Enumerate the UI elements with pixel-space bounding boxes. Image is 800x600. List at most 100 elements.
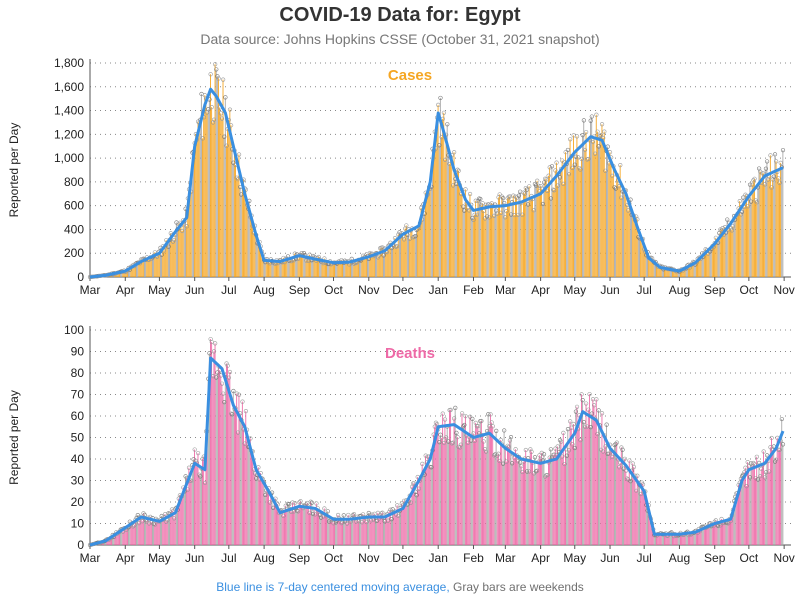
- daily-bar: [491, 422, 493, 545]
- daily-bar: [636, 219, 638, 277]
- daily-bar: [554, 170, 556, 277]
- daily-marker: [612, 185, 617, 190]
- daily-bar: [751, 465, 753, 545]
- daily-bar: [474, 214, 475, 277]
- daily-marker: [511, 193, 516, 198]
- daily-bar: [357, 259, 359, 277]
- daily-bar: [486, 216, 488, 277]
- daily-bar: [381, 512, 383, 545]
- daily-marker: [628, 479, 633, 484]
- daily-bar: [363, 257, 365, 277]
- daily-marker: [596, 408, 601, 413]
- daily-bar: [223, 136, 225, 277]
- daily-bar: [593, 405, 595, 545]
- daily-bar: [528, 471, 530, 545]
- daily-bar: [669, 269, 671, 277]
- daily-bar: [311, 502, 313, 545]
- daily-marker: [584, 129, 589, 135]
- daily-bar: [354, 518, 356, 545]
- daily-marker: [620, 447, 625, 452]
- daily-bar: [659, 265, 661, 277]
- daily-bar: [578, 415, 580, 545]
- daily-bar: [225, 363, 227, 545]
- daily-bar: [469, 416, 471, 545]
- daily-marker: [593, 151, 598, 156]
- daily-bar: [650, 518, 652, 545]
- y-tick-label: 1,800: [54, 56, 84, 70]
- daily-bar: [718, 523, 720, 545]
- daily-marker: [292, 251, 297, 256]
- daily-bar: [652, 529, 654, 545]
- daily-bar: [450, 409, 452, 545]
- daily-bar: [574, 448, 576, 545]
- daily-bar: [512, 454, 514, 545]
- daily-marker: [180, 228, 185, 234]
- daily-bar: [781, 167, 783, 277]
- daily-bar: [690, 534, 692, 545]
- daily-bar: [493, 215, 495, 277]
- daily-bar: [681, 269, 683, 277]
- daily-marker: [416, 486, 421, 491]
- daily-bar: [683, 534, 685, 545]
- daily-bar: [314, 257, 316, 277]
- daily-bar: [301, 253, 302, 277]
- daily-bar: [295, 508, 297, 545]
- daily-marker: [455, 434, 460, 440]
- chart-title: COVID-19 Data for: Egypt: [279, 4, 521, 26]
- daily-bar: [612, 166, 614, 277]
- daily-bar: [260, 473, 262, 545]
- daily-bar: [620, 447, 622, 545]
- daily-bar: [297, 511, 299, 545]
- daily-marker: [491, 213, 497, 218]
- daily-marker: [543, 176, 548, 181]
- daily-bar: [709, 523, 711, 545]
- daily-bar: [222, 393, 224, 545]
- daily-marker: [485, 214, 490, 219]
- daily-bar: [380, 247, 382, 277]
- daily-bar: [229, 109, 231, 277]
- daily-bar: [287, 503, 289, 545]
- daily-bar: [585, 403, 587, 545]
- daily-bar: [649, 258, 651, 277]
- daily-bar: [270, 494, 272, 545]
- daily-bar: [625, 190, 627, 277]
- daily-bar: [262, 479, 264, 545]
- daily-bar: [360, 260, 362, 277]
- daily-bar: [621, 449, 623, 545]
- daily-bar: [165, 240, 167, 277]
- daily-bar: [760, 182, 762, 277]
- daily-bar: [596, 434, 598, 545]
- daily-marker: [473, 198, 478, 203]
- y-tick-label: 1,400: [54, 104, 84, 118]
- x-tick-label: Mar: [80, 283, 101, 297]
- daily-marker: [589, 114, 594, 119]
- daily-bar: [149, 257, 151, 277]
- daily-bar: [129, 269, 131, 277]
- daily-bar: [239, 187, 241, 277]
- daily-bars: [90, 339, 784, 545]
- daily-bar: [708, 523, 710, 545]
- daily-bar: [130, 525, 132, 545]
- daily-bar: [236, 177, 238, 277]
- daily-bar: [533, 473, 535, 545]
- daily-marker: [466, 208, 472, 213]
- daily-bar: [128, 267, 130, 277]
- daily-bar: [761, 173, 763, 277]
- daily-bar: [687, 535, 689, 545]
- daily-bar: [212, 376, 214, 545]
- daily-bar: [764, 477, 766, 545]
- daily-bar: [456, 169, 458, 277]
- daily-bar: [561, 160, 563, 277]
- daily-bar: [577, 157, 579, 277]
- daily-bar: [249, 217, 251, 277]
- daily-bar: [763, 451, 764, 545]
- daily-marker: [313, 512, 318, 517]
- daily-bar: [340, 260, 342, 277]
- daily-bar: [574, 164, 576, 277]
- daily-bar: [165, 521, 167, 545]
- daily-marker: [638, 491, 643, 497]
- daily-marker: [445, 122, 450, 127]
- daily-marker: [515, 212, 520, 218]
- daily-marker: [521, 190, 526, 195]
- daily-bar: [528, 186, 530, 277]
